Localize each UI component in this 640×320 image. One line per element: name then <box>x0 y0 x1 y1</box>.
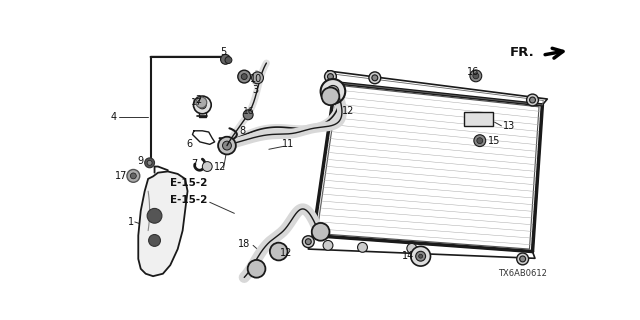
FancyBboxPatch shape <box>463 112 493 126</box>
Circle shape <box>145 158 154 168</box>
Text: 6: 6 <box>186 139 192 149</box>
Circle shape <box>127 170 140 182</box>
Circle shape <box>321 87 339 105</box>
Circle shape <box>248 260 266 278</box>
Circle shape <box>221 54 230 64</box>
Circle shape <box>516 253 529 265</box>
Circle shape <box>305 239 311 244</box>
Circle shape <box>147 208 162 223</box>
Circle shape <box>198 101 206 109</box>
Circle shape <box>529 97 536 103</box>
Circle shape <box>324 71 337 83</box>
Circle shape <box>238 70 251 83</box>
Text: 16: 16 <box>243 107 255 116</box>
Circle shape <box>474 135 486 147</box>
Text: 3: 3 <box>252 85 258 95</box>
Circle shape <box>419 254 422 258</box>
Circle shape <box>470 70 482 82</box>
Polygon shape <box>138 172 188 276</box>
Text: 11: 11 <box>282 139 294 149</box>
Circle shape <box>416 251 426 261</box>
Circle shape <box>327 85 339 97</box>
Circle shape <box>312 223 330 241</box>
Text: 12: 12 <box>342 106 354 116</box>
Circle shape <box>411 246 431 266</box>
Text: 7: 7 <box>191 159 197 169</box>
Circle shape <box>202 162 212 172</box>
Text: FR.: FR. <box>510 46 535 59</box>
Circle shape <box>527 94 538 106</box>
Text: 17: 17 <box>115 171 127 181</box>
Circle shape <box>323 240 333 250</box>
Text: 15: 15 <box>488 136 500 146</box>
Circle shape <box>243 110 253 120</box>
Text: TX6AB0612: TX6AB0612 <box>498 269 547 278</box>
Text: 8: 8 <box>240 126 246 136</box>
Text: E-15-2: E-15-2 <box>170 195 208 205</box>
Circle shape <box>131 173 136 179</box>
Circle shape <box>225 57 232 64</box>
Circle shape <box>328 74 333 80</box>
Text: 5: 5 <box>220 47 227 57</box>
Circle shape <box>369 72 381 84</box>
Text: 12: 12 <box>214 162 227 172</box>
Circle shape <box>241 74 247 80</box>
Text: 17: 17 <box>191 98 202 107</box>
Circle shape <box>302 236 314 248</box>
Circle shape <box>407 244 417 253</box>
Text: 14: 14 <box>401 252 413 261</box>
Circle shape <box>270 243 287 260</box>
Text: 12: 12 <box>280 248 292 258</box>
Circle shape <box>218 137 236 155</box>
Circle shape <box>372 75 378 81</box>
Circle shape <box>196 97 207 108</box>
Text: E-15-2: E-15-2 <box>170 178 208 188</box>
Text: 10: 10 <box>250 74 262 84</box>
Circle shape <box>223 141 232 150</box>
Circle shape <box>252 72 264 84</box>
Circle shape <box>147 160 152 165</box>
Circle shape <box>477 138 483 144</box>
Text: 18: 18 <box>238 239 250 249</box>
Circle shape <box>193 96 211 114</box>
Text: 13: 13 <box>504 121 516 131</box>
Text: 2: 2 <box>195 94 202 105</box>
Text: 9: 9 <box>137 156 143 166</box>
Text: 1: 1 <box>128 217 134 227</box>
Circle shape <box>358 243 367 252</box>
Circle shape <box>520 256 525 262</box>
Circle shape <box>473 73 479 79</box>
Text: 16: 16 <box>467 67 479 77</box>
Text: 4: 4 <box>111 112 117 122</box>
Circle shape <box>148 235 161 246</box>
Circle shape <box>321 79 345 104</box>
